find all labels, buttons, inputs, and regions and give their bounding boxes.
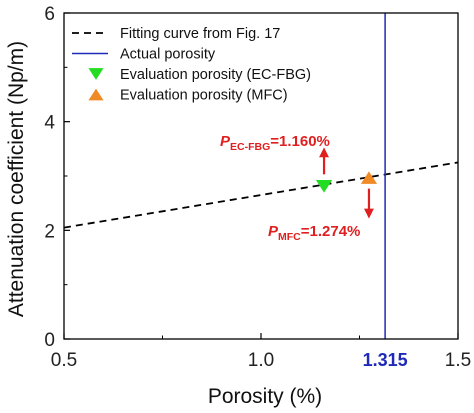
legend-entry: Evaluation porosity (MFC) bbox=[88, 88, 288, 104]
legend-label: Evaluation porosity (MFC) bbox=[120, 88, 288, 104]
legend-label: Evaluation porosity (EC-FBG) bbox=[120, 67, 311, 83]
y-tick-label: 0 bbox=[44, 330, 55, 351]
actual-porosity-tick-label: 1.315 bbox=[363, 350, 408, 370]
mfc-marker bbox=[360, 171, 378, 184]
annotation-mfc: PMFC=1.274% bbox=[268, 188, 374, 243]
fitting-curve-line bbox=[64, 161, 458, 229]
ec-fbg-marker bbox=[315, 180, 333, 193]
legend-swatch-marker bbox=[88, 68, 104, 80]
y-axis-title: Attenuation coefficient (Np/m) bbox=[5, 41, 28, 317]
x-tick-label: 1.0 bbox=[248, 350, 274, 371]
annotation-ec-fbg: PEC-FBG=1.160% bbox=[220, 133, 330, 175]
annotation-label: PMFC=1.274% bbox=[268, 223, 360, 243]
legend-label: Fitting curve from Fig. 17 bbox=[120, 26, 280, 42]
legend-entry: Evaluation porosity (EC-FBG) bbox=[88, 67, 311, 83]
x-tick-label: 0.5 bbox=[51, 350, 77, 371]
legend-entry: Actual porosity bbox=[72, 47, 216, 63]
y-tick-label: 4 bbox=[44, 113, 55, 134]
y-tick-label: 2 bbox=[44, 221, 55, 242]
legend-swatch-marker bbox=[88, 88, 104, 101]
legend-entry: Fitting curve from Fig. 17 bbox=[72, 26, 280, 42]
y-tick-label: 6 bbox=[44, 4, 55, 25]
x-tick-label: 1.5 bbox=[445, 350, 471, 371]
x-axis-title: Porosity (%) bbox=[208, 385, 322, 408]
legend-label: Actual porosity bbox=[120, 47, 216, 63]
annotation-label: PEC-FBG=1.160% bbox=[220, 133, 330, 153]
